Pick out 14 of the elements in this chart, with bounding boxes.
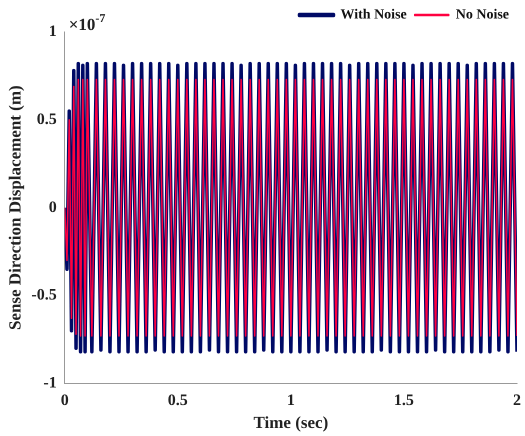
- y-tick-label: 1: [48, 23, 57, 40]
- legend-label: With Noise: [340, 8, 407, 23]
- x-axis-title: Time (sec): [253, 413, 328, 432]
- x-tick-label: 0.5: [168, 392, 188, 410]
- y-tick-label: 0: [48, 198, 57, 216]
- y-tick-label: -0.5: [31, 286, 57, 304]
- x-tick-label: 1.5: [394, 392, 414, 410]
- y-tick-label: 0.5: [36, 110, 57, 128]
- y-axis-title: Sense Direction Displacement (m): [6, 85, 25, 330]
- legend-label: No Noise: [456, 8, 510, 23]
- x-tick-label: 0: [60, 392, 69, 410]
- x-tick-label: 1: [286, 392, 295, 410]
- x-tick-label: 2: [513, 392, 521, 410]
- y-tick-label: -1: [43, 374, 57, 392]
